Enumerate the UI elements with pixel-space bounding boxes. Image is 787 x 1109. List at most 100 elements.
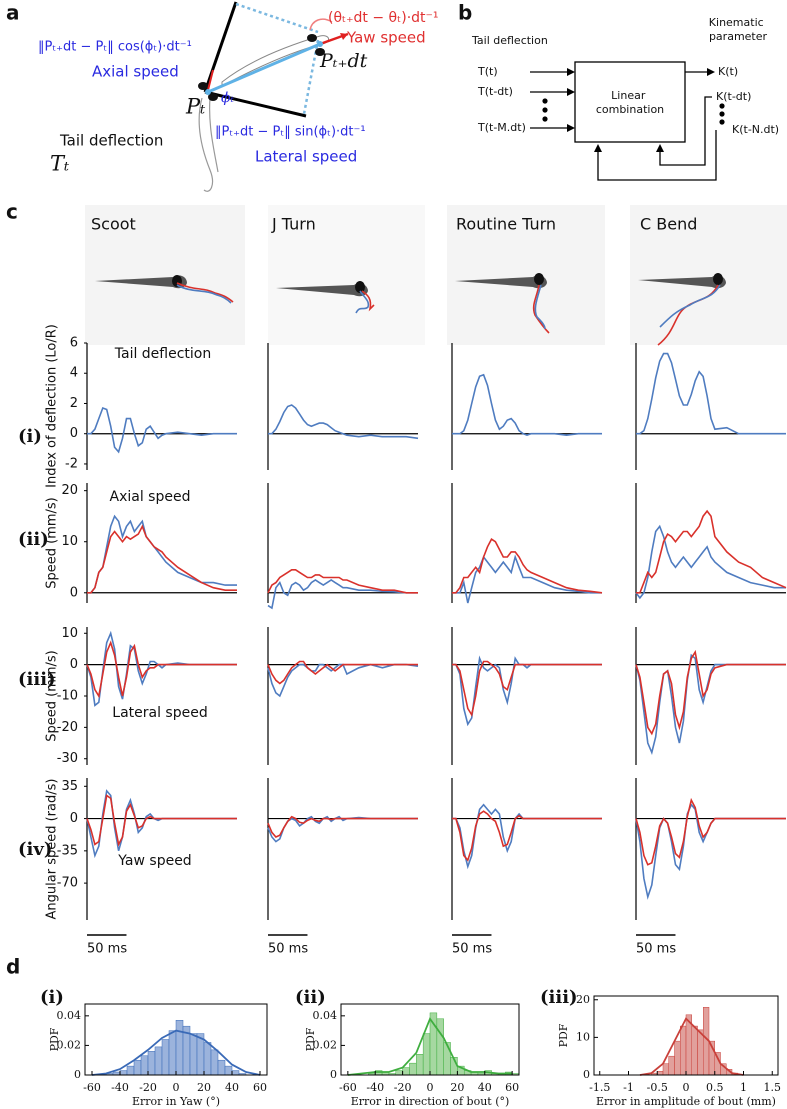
bar [119,1070,128,1076]
eye [208,93,218,101]
fish-outline [221,35,329,87]
y-axis-label: Speed (mm/s) [45,650,60,742]
trace [267,815,418,838]
y-tick-label: -35 [57,843,78,858]
output-title: Kinematic parameter [709,16,768,43]
feedback [659,96,712,166]
displacement [207,42,321,94]
trace [635,649,786,736]
angle-label: ϕₜ [221,90,235,106]
x-tick-label: 60 [253,1081,267,1094]
x-tick-label: -40 [111,1081,129,1094]
density-fit [639,1017,744,1076]
axis-line [204,90,307,118]
bar [231,1070,240,1076]
y-tick-label: 0.04 [313,1009,338,1022]
tail-label: Tail deflection [59,132,163,150]
y-tick-label: 10 [61,534,78,549]
bar [395,1070,403,1076]
panel-label: c [6,200,18,224]
bar [662,1063,669,1076]
bar [422,1033,431,1076]
y-tick-label: 0.02 [313,1038,338,1051]
y-tick-label: -10 [57,689,78,704]
bar [697,1029,704,1076]
chart-label: (ii) [295,987,326,1008]
scale-bar-label: 50 ms [268,942,308,957]
y-tick-label: 20 [576,993,590,1006]
y-tick-label: 0.02 [57,1038,82,1051]
x-tick-label: 20 [197,1081,211,1094]
trace [635,524,786,600]
trace [452,554,602,604]
block-label: Linear combination [596,89,664,116]
formula: ‖Pₜ₊dt − Pₜ‖ sin(ϕₜ)·dt⁻¹ [215,125,366,140]
y-axis-label: PDF [557,1023,570,1047]
x-tick-label: 0 [173,1081,180,1094]
y-tick-label: 2 [70,396,78,411]
y-tick-label: 0 [70,585,78,600]
panel-b-drawing [530,61,725,181]
block [574,61,686,143]
row-label: (iv) [18,839,52,860]
bar [161,1039,170,1076]
x-tick-label: -20 [394,1081,412,1094]
formula: ‖Pₜ₊dt − Pₜ‖ cos(ϕₜ)·dt⁻¹ [38,40,192,55]
bar [668,1055,675,1076]
bar [133,1059,142,1076]
y-tick-label: 0 [70,657,78,672]
x-tick-label: 0 [683,1081,690,1094]
trace [86,640,237,699]
bar [691,1025,698,1076]
y-tick-label: 0 [330,1068,337,1081]
y-tick-label: 20 [61,483,78,498]
column-title: Scoot [91,215,136,234]
x-tick-label: 0.5 [706,1081,724,1094]
image-c-bend [630,205,787,346]
y-tick-label: 0 [583,1068,590,1081]
arrow-head [340,33,348,40]
y-tick-label: 10 [61,626,78,641]
panel-label: d [6,955,20,979]
input: T(t-dt) [477,85,513,98]
output: K(t-dt) [716,90,751,103]
lateral-label: Lateral speed [255,148,357,166]
x-tick-label: 0 [427,1081,434,1094]
bar [210,1049,219,1076]
point-label: Pₜ [185,95,205,119]
point [317,41,323,47]
eye [307,34,317,42]
scale-bar-label: 50 ms [452,942,492,957]
panel-label: b [458,1,472,25]
chart-label: (iii) [540,987,578,1008]
trace [452,373,602,437]
trace [87,524,237,594]
bar [436,1018,444,1076]
x-tick-label: 1.5 [764,1081,782,1094]
x-tick-label: -0.5 [647,1081,668,1094]
trace [452,655,602,727]
bar [402,1067,410,1076]
panel-label: a [6,1,20,25]
panel-a-drawing [198,1,349,192]
trace [452,810,602,862]
column-title: Routine Turn [456,215,556,234]
bar [224,1065,233,1076]
image-j-turn [268,205,425,345]
y-tick-label: 0.04 [57,1009,82,1022]
trace [636,352,786,435]
x-tick-label: 60 [505,1081,519,1094]
bar [674,1040,681,1076]
fish-outline [198,97,219,192]
y-tick-label: -70 [57,876,78,891]
input-title: Tail deflection [471,34,548,47]
x-tick-label: -1 [623,1081,634,1094]
x-tick-label: 40 [225,1081,239,1094]
point-label: Pₜ₊dt [319,50,368,72]
eye [198,82,208,90]
x-axis-label: Error in Yaw (°) [132,1095,220,1108]
trace [267,815,418,843]
annotation: Tail deflection [114,346,212,362]
y-tick-label: -2 [65,456,78,471]
scale-bar-label: 50 ms [636,942,676,957]
